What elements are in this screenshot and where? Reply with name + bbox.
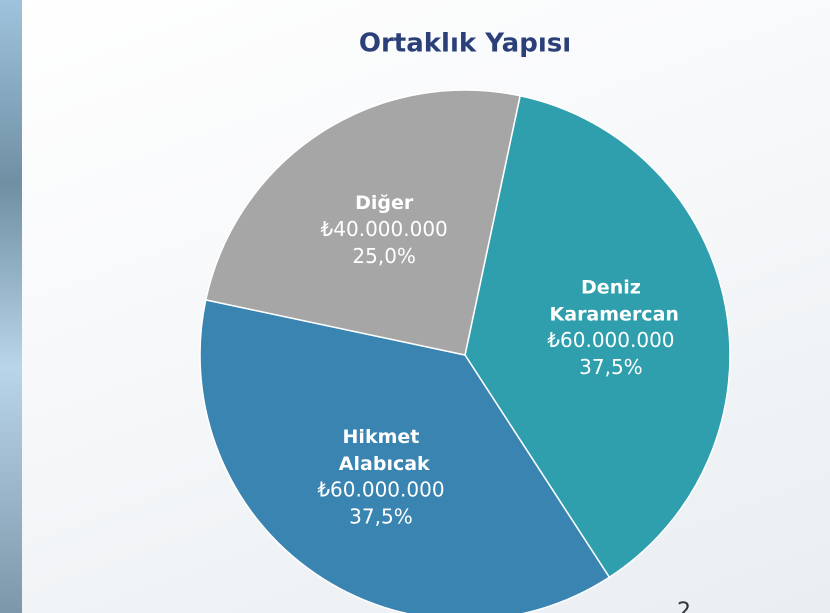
slice-name: Diğer (355, 192, 414, 214)
slice-percent-label: 25,0% (352, 244, 416, 268)
page-number: 2 (677, 599, 691, 613)
slice-value-label: ₺60.000.000 (317, 477, 444, 501)
slice-value-label: ₺40.000.000 (321, 217, 448, 241)
chart-title: Ortaklık Yapısı (359, 29, 571, 59)
side-strip (0, 0, 22, 613)
chart: Ortaklık Yapısı 2 Deniz Karamercan₺60.00… (0, 0, 830, 613)
slide: Ortaklık Yapısı 2 Deniz Karamercan₺60.00… (0, 0, 830, 613)
slice-percent-label: 37,5% (579, 355, 643, 379)
slice-percent-label: 37,5% (349, 504, 413, 528)
slice-value-label: ₺60.000.000 (547, 328, 674, 352)
